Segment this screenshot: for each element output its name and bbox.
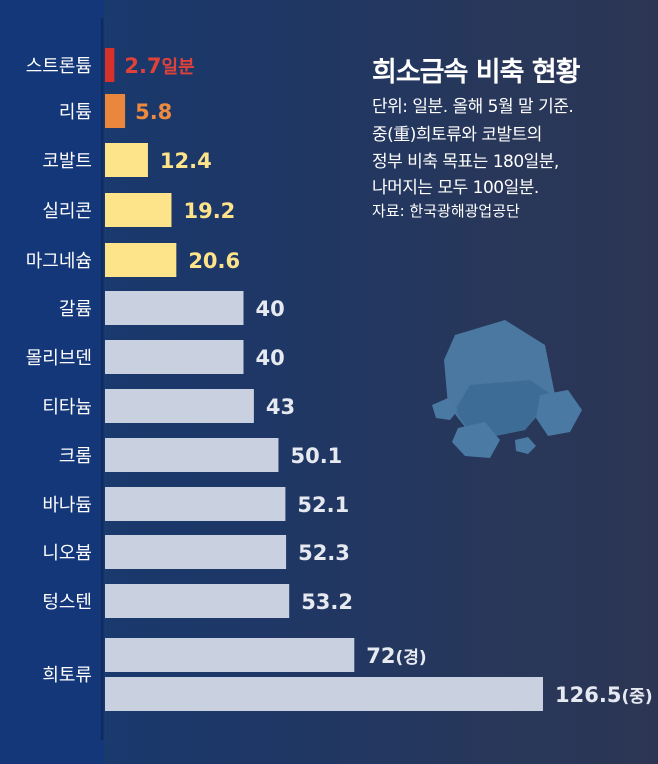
bar	[105, 584, 290, 618]
value-label: 19.2	[183, 199, 235, 223]
bar	[105, 535, 287, 569]
category-label: 니오븀	[42, 543, 92, 564]
bar	[105, 389, 254, 423]
bar	[105, 340, 244, 374]
value-label: 52.3	[298, 541, 350, 565]
category-label: 스트론튬	[26, 56, 92, 77]
bar	[105, 48, 115, 82]
label-band	[0, 0, 104, 764]
category-label: 희토류	[42, 665, 92, 686]
bar	[105, 193, 172, 227]
value-label: 52.1	[297, 493, 349, 517]
category-label: 리튬	[59, 102, 92, 123]
note-line: 단위: 일분. 올해 5월 말 기준.	[372, 97, 574, 117]
category-label: 크롬	[59, 446, 92, 467]
category-label: 바나듐	[42, 495, 92, 516]
note-line: 나머지는 모두 100일분.	[372, 178, 539, 198]
category-label: 텅스텐	[42, 592, 92, 613]
value-label: 50.1	[290, 444, 342, 468]
bar	[105, 638, 355, 672]
value-label: 40	[255, 297, 284, 321]
value-label: 43	[266, 395, 295, 419]
value-label: 126.5(중)	[555, 683, 653, 707]
category-label: 실리콘	[42, 201, 92, 222]
bar	[105, 677, 543, 711]
category-label: 마그네슘	[26, 251, 92, 272]
bar	[105, 143, 148, 177]
value-label: 53.2	[301, 590, 353, 614]
bar	[105, 291, 244, 325]
category-label: 티타늄	[42, 397, 92, 418]
bar	[105, 487, 286, 521]
chart-title: 희소금속 비축 현황	[372, 57, 581, 88]
value-label: 72(경)	[366, 644, 426, 668]
category-label: 갈륨	[59, 299, 92, 320]
value-label: 12.4	[160, 149, 212, 173]
note-line: 중(重)희토류와 코발트의	[372, 125, 542, 145]
note-line: 정부 비축 목표는 180일분,	[372, 152, 559, 172]
category-label: 몰리브덴	[26, 348, 92, 369]
bar	[105, 243, 177, 277]
value-label: 20.6	[188, 249, 240, 273]
bar	[105, 438, 279, 472]
axis-line	[101, 18, 106, 740]
source-note: 자료: 한국광해광업공단	[372, 202, 520, 220]
bar	[105, 94, 126, 128]
category-label: 코발트	[42, 151, 92, 172]
value-label: 2.7일분	[124, 54, 194, 78]
value-label: 40	[255, 346, 284, 370]
value-label: 5.8	[135, 100, 172, 124]
